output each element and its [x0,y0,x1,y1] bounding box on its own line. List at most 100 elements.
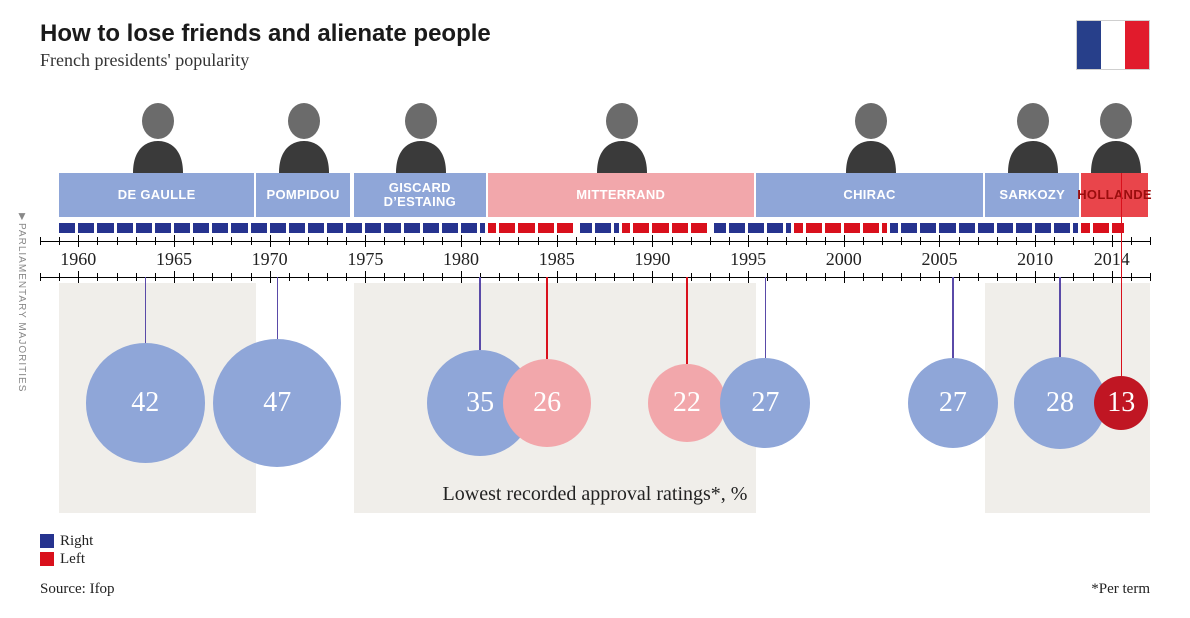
axis-tick-major [1035,271,1036,283]
parliament-year-cell [997,223,1013,233]
parliament-year-cell [580,223,592,233]
axis-tick-minor [576,237,577,245]
axis-year-label: 2000 [826,249,862,270]
axis-tick-minor [155,273,156,281]
bubble-connector-line [479,277,481,350]
axis-tick-minor [1016,273,1017,281]
parliament-year-cell [308,223,324,233]
axis-tick-major [270,235,271,247]
axis-tick-minor [997,237,998,245]
approval-bubble: 26 [503,359,591,447]
chart-container: How to lose friends and alienate people … [40,20,1150,598]
axis-tick-minor [40,273,41,281]
axis-tick-major [1112,235,1113,247]
plot-area: DE GAULLEPOMPIDOUGISCARD D’ESTAINGMITTER… [40,95,1150,558]
axis-tick-minor [384,273,385,281]
parliament-year-cell [672,223,688,233]
axis-year-label: 1970 [252,249,288,270]
axis-tick-minor [308,237,309,245]
parliament-year-cell [289,223,305,233]
axis-tick-minor [1054,273,1055,281]
parliament-year-cell [1054,223,1070,233]
axis-tick-major [461,235,462,247]
axis-tick-minor [882,273,883,281]
parliament-year-cell [155,223,171,233]
parliament-year-cell [652,223,668,233]
parliament-year-cell [890,223,898,233]
portrait [587,95,657,173]
approval-bubble-value: 26 [533,387,561,419]
president-term-bar: SARKOZY [985,173,1079,217]
axis-tick-minor [117,273,118,281]
axis-tick-major [939,235,940,247]
parliament-year-cell [384,223,400,233]
axis-tick-minor [633,273,634,281]
approval-bubble-value: 47 [263,387,291,419]
bubble-connector-line [765,277,767,358]
parliament-year-cell [1016,223,1032,233]
axis-tick-major [557,235,558,247]
approval-bubble: 27 [908,358,998,448]
flag-stripe-white [1101,21,1125,69]
parliament-year-cell [920,223,936,233]
axis-tick-major [1112,271,1113,283]
axis-tick-minor [978,237,979,245]
axis-tick-minor [97,273,98,281]
axis-year-label: 1965 [156,249,192,270]
axis-tick-minor [289,237,290,245]
arrow-down-icon: ▼ [16,209,28,224]
axis-tick-minor [423,273,424,281]
president-term-label: POMPIDOU [267,188,340,202]
approval-bubble-value: 28 [1046,387,1074,419]
axis-tick-major [365,235,366,247]
bubble-connector-line [277,277,279,339]
axis-tick-minor [920,237,921,245]
axis-tick-major [557,271,558,283]
axis-tick-minor [672,273,673,281]
parliament-year-cell [327,223,343,233]
axis-tick-minor [97,237,98,245]
portrait [998,95,1068,173]
axis-tick-major [652,235,653,247]
axis-tick-minor [1073,237,1074,245]
legend-swatch-left [40,552,54,566]
parliament-year-cell [488,223,496,233]
axis-tick-major [174,235,175,247]
axis-tick-minor [786,273,787,281]
axis-tick-minor [633,237,634,245]
bubble-connector-line [1059,277,1061,357]
axis-tick-minor [863,273,864,281]
axis-tick-minor [538,273,539,281]
parliament-year-cell [212,223,228,233]
axis-tick-major [174,271,175,283]
axis-tick-minor [518,237,519,245]
axis-tick-minor [1131,273,1132,281]
axis-tick-minor [710,273,711,281]
axis-tick-minor [691,237,692,245]
bubble-connector-line [546,277,548,359]
parliament-year-cell [423,223,439,233]
axis-tick-major [461,271,462,283]
president-term-bar: HOLLANDE [1081,173,1148,217]
axis-tick-minor [117,237,118,245]
portrait [386,95,456,173]
axis-tick-minor [1093,237,1094,245]
parliament-year-cell [346,223,362,233]
axis-tick-minor [327,237,328,245]
bubble-connector-line [145,277,147,343]
president-term-bar: POMPIDOU [256,173,350,217]
axis-tick-minor [978,273,979,281]
axis-tick-minor [1016,237,1017,245]
parliament-year-cell [518,223,534,233]
axis-year-label: 1995 [730,249,766,270]
axis-year-label: 2014 [1094,249,1130,270]
parliament-vertical-label: PARLIAMENTARY MAJORITIES [16,223,27,392]
axis-tick-minor [212,273,213,281]
axis-tick-minor [384,237,385,245]
president-term-label: SARKOZY [999,188,1065,202]
axis-year-label: 2005 [921,249,957,270]
approval-bubble: 47 [213,339,341,467]
bubbles-caption: Lowest recorded approval ratings*, % [443,483,748,506]
axis-tick-minor [882,237,883,245]
parliament-year-cell [231,223,247,233]
